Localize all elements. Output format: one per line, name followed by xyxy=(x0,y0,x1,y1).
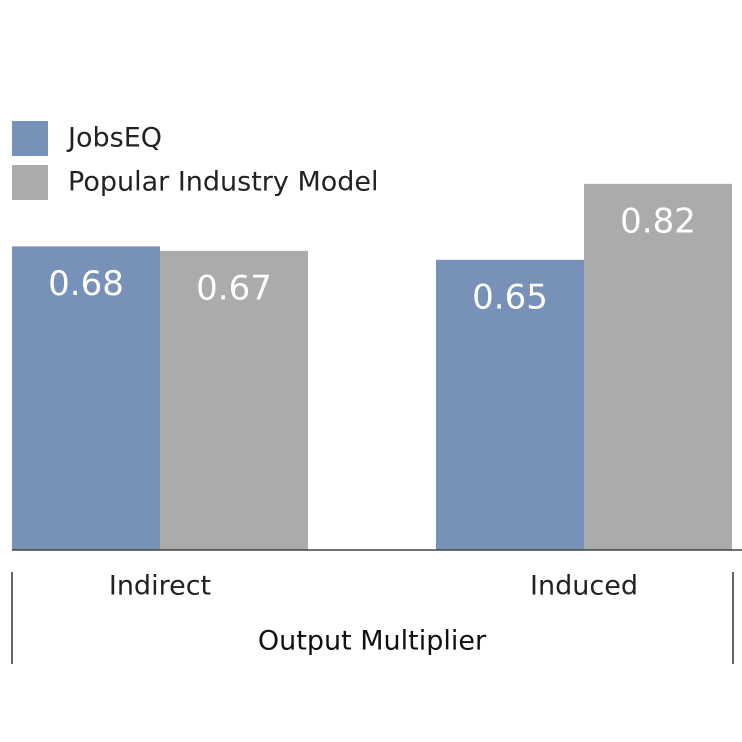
legend-swatch xyxy=(12,165,48,200)
value-label: 0.82 xyxy=(620,201,696,241)
bar xyxy=(584,183,732,550)
value-label: 0.65 xyxy=(472,277,548,317)
value-label: 0.67 xyxy=(196,268,272,308)
bar xyxy=(160,250,308,550)
legend-label: JobsEQ xyxy=(66,123,162,154)
value-label: 0.68 xyxy=(48,264,124,304)
legend-label: Popular Industry Model xyxy=(68,167,379,198)
bar xyxy=(12,246,160,550)
x-tick-label: Induced xyxy=(530,571,638,602)
legend-swatch xyxy=(12,121,48,156)
bar xyxy=(436,259,584,550)
x-axis-label: Output Multiplier xyxy=(258,626,487,657)
x-tick-label: Indirect xyxy=(109,571,211,602)
